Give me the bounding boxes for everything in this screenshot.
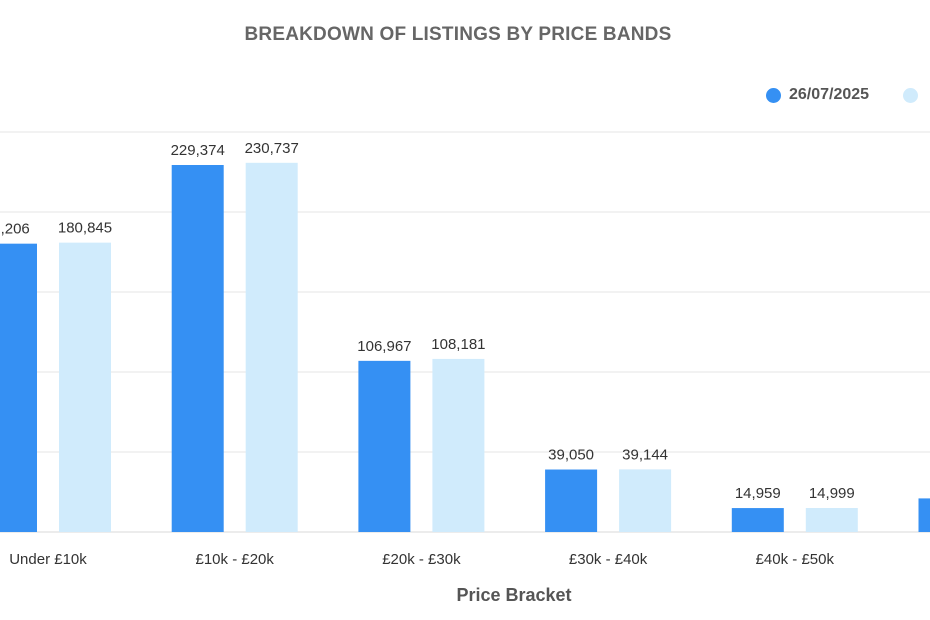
bar-series-2[interactable] — [432, 358, 485, 532]
chart-title: BREAKDOWN OF LISTINGS BY PRICE BANDS — [244, 24, 672, 45]
bar-series-1[interactable] — [918, 498, 930, 532]
legend-label-series-1: 26/07/2025 — [789, 86, 870, 103]
data-label: 230,737 — [245, 140, 299, 157]
legend-item-series-1[interactable]: 26/07/2025 — [766, 86, 869, 104]
legend-item-series-2[interactable] — [903, 87, 926, 103]
legend-marker-series-1 — [766, 87, 781, 103]
x-tick-label: Under £10k — [9, 551, 87, 568]
x-tick-label: £40k - £50k — [756, 551, 835, 568]
bar-series-1[interactable] — [358, 360, 411, 532]
legend-marker-series-2 — [903, 87, 919, 103]
data-label: 108,181 — [431, 336, 485, 353]
data-label: 106,967 — [357, 338, 411, 355]
bar-series-1[interactable] — [731, 508, 784, 532]
bar-series-2[interactable] — [805, 508, 858, 532]
bar-series-2[interactable] — [619, 469, 672, 532]
data-label: 229,374 — [171, 142, 225, 159]
x-tick-label: £10k - £20k — [196, 551, 275, 568]
data-label: 39,050 — [548, 447, 594, 464]
bar-series-2[interactable] — [245, 162, 298, 532]
legend: 26/07/2025 — [766, 84, 930, 106]
bars — [0, 162, 930, 533]
data-label: 39,144 — [622, 446, 668, 463]
x-tick-labels: Under £10k £10k - £20k £20k - £30k £30k - £… — [9, 551, 834, 568]
x-tick-label: £30k - £40k — [569, 551, 648, 568]
bar-series-2[interactable] — [59, 242, 111, 532]
data-labels: 0,206 180,845 229,374 230,737 106,967 108,181… — [0, 140, 855, 502]
x-axis-title: Price Bracket — [456, 585, 572, 605]
bar-series-1[interactable] — [171, 165, 224, 533]
data-label: 14,999 — [809, 485, 855, 502]
data-label: 180,845 — [58, 220, 112, 237]
data-label: 14,959 — [735, 485, 781, 502]
data-label: 0,206 — [0, 221, 30, 238]
bar-series-1[interactable] — [545, 469, 598, 532]
bar-series-1[interactable] — [0, 243, 37, 532]
x-tick-label: £20k - £30k — [382, 551, 461, 568]
